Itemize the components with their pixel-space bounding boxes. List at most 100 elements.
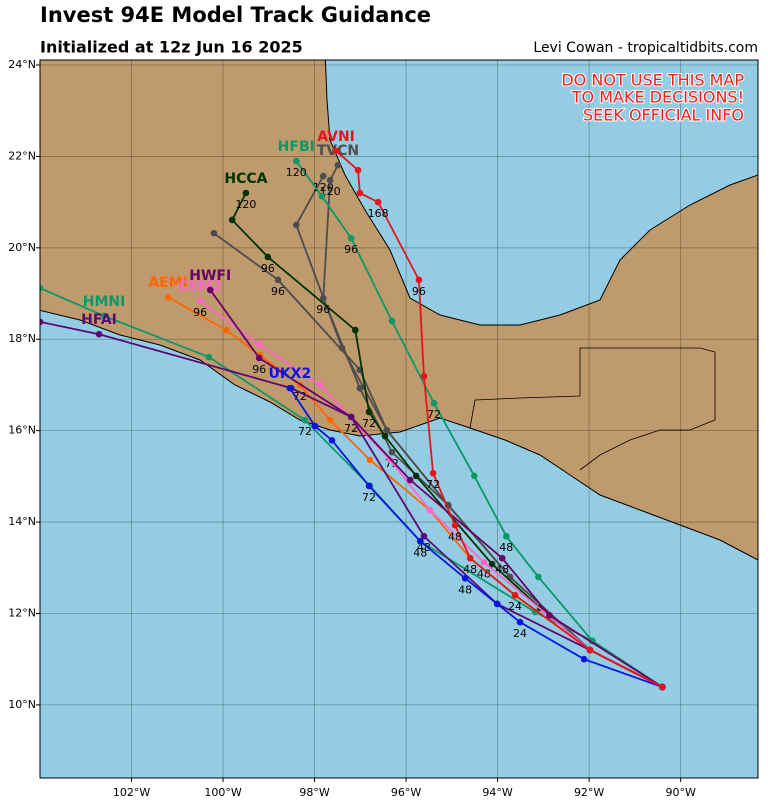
border: [579, 429, 690, 471]
axes: 102°W 100°W 98°W 96°W 94°W 92°W 90°W 10°N 12°N 14…: [8, 58, 696, 799]
forecast-hour: 24: [513, 627, 527, 640]
track-line: [295, 160, 663, 688]
track-point: [466, 554, 474, 562]
track-point: [255, 340, 263, 348]
track-point: [430, 399, 438, 407]
track-point: [40, 318, 44, 326]
y-tick-label: 10°N: [8, 698, 36, 711]
track-point: [196, 297, 204, 305]
track-point: [40, 284, 44, 292]
forecast-hour: 72: [362, 491, 376, 504]
y-tick-label: 18°N: [8, 332, 36, 345]
credit: Levi Cowan - tropicaltidbits.com: [533, 40, 758, 56]
y-tick-label: 12°N: [8, 606, 36, 619]
track-point: [206, 286, 214, 294]
forecast-hour: 48: [477, 567, 491, 580]
track-name: HFBI: [278, 139, 315, 155]
y-tick-label: 24°N: [8, 58, 36, 71]
track-point: [264, 253, 272, 261]
track-point: [381, 432, 389, 440]
forecast-hour: 48: [448, 530, 462, 543]
track-point: [586, 646, 594, 654]
forecast-hour: 168: [368, 207, 389, 220]
grid-layer: [40, 60, 758, 778]
track-point: [429, 469, 437, 477]
track-point: [100, 312, 108, 320]
track-point: [451, 521, 459, 529]
track-name: UKX2: [268, 366, 311, 382]
track-line: [199, 300, 663, 688]
track-point: [228, 216, 236, 224]
map-subtitle: Initialized at 12z Jun 16 2025: [40, 38, 303, 57]
track-point: [374, 198, 382, 206]
x-tick-label: 90°W: [665, 786, 695, 799]
track-point: [347, 413, 355, 421]
track-point: [301, 416, 309, 424]
track-point: [318, 192, 326, 200]
track-point: [292, 157, 300, 165]
track-point: [222, 326, 230, 334]
forecast-hour: 96: [344, 243, 358, 256]
track-point: [334, 161, 342, 169]
track-name: HMNI: [83, 294, 126, 310]
warning-line: TO MAKE DECISIONS!: [571, 88, 744, 107]
track-point: [493, 600, 501, 608]
warning-line: SEEK OFFICIAL INFO: [583, 106, 744, 125]
track-point: [412, 472, 420, 480]
track-line: [289, 387, 663, 688]
track-name: AEMI: [148, 275, 188, 291]
forecast-hour: 72: [362, 417, 376, 430]
track-point: [498, 554, 506, 562]
track-name: HCCA: [224, 171, 267, 187]
x-tick-label: 102°W: [113, 786, 150, 799]
track-name: AVNI: [317, 129, 355, 145]
forecast-hour: 96: [193, 306, 207, 319]
forecast-hour: 120: [235, 198, 256, 211]
track-point: [365, 482, 373, 490]
track-point: [383, 426, 391, 434]
forecast-hour: 48: [413, 546, 427, 559]
map-frame: [39, 59, 759, 779]
track-point: [292, 221, 300, 229]
land-layer: [40, 60, 758, 561]
track-point: [347, 234, 355, 242]
y-tick-label: 22°N: [8, 149, 36, 162]
warning-line: DO NOT USE THIS MAP: [561, 71, 744, 90]
track-point: [356, 189, 364, 197]
track-point: [388, 448, 396, 456]
track-point: [535, 573, 542, 581]
y-tick-label: 16°N: [8, 424, 36, 437]
y-tick-label: 20°N: [8, 241, 36, 254]
x-tick-label: 100°W: [204, 786, 241, 799]
track-point: [311, 422, 319, 430]
track-point: [366, 456, 374, 464]
track-line: [40, 320, 663, 688]
track-point: [546, 611, 553, 619]
track-point: [255, 354, 263, 362]
forecast-hour: 72: [426, 478, 440, 491]
warning: DO NOT USE THIS MAP TO MAKE DECISIONS! S…: [560, 70, 745, 126]
forecast-hour: 48: [499, 541, 513, 554]
track-point: [274, 276, 282, 284]
track-point: [351, 326, 359, 334]
forecast-hour: 72: [344, 422, 358, 435]
track-point: [580, 655, 588, 663]
map-title: Invest 94E Model Track Guidance: [40, 3, 431, 27]
track-point: [328, 436, 336, 444]
forecast-hour: 96: [252, 363, 266, 376]
track-point: [488, 560, 496, 568]
forecast-hour: 24: [508, 600, 522, 613]
track-point: [511, 591, 519, 599]
track-point: [316, 381, 324, 389]
track-point: [461, 574, 469, 582]
track-point: [319, 172, 327, 180]
track-point: [326, 176, 334, 184]
track-line: [335, 150, 663, 688]
forecast-hour: 72: [298, 425, 312, 438]
forecast-hour: 72: [427, 408, 441, 421]
forecast-hour: 96: [271, 285, 285, 298]
track-point: [332, 147, 340, 155]
forecast-hour: 48: [463, 563, 477, 576]
